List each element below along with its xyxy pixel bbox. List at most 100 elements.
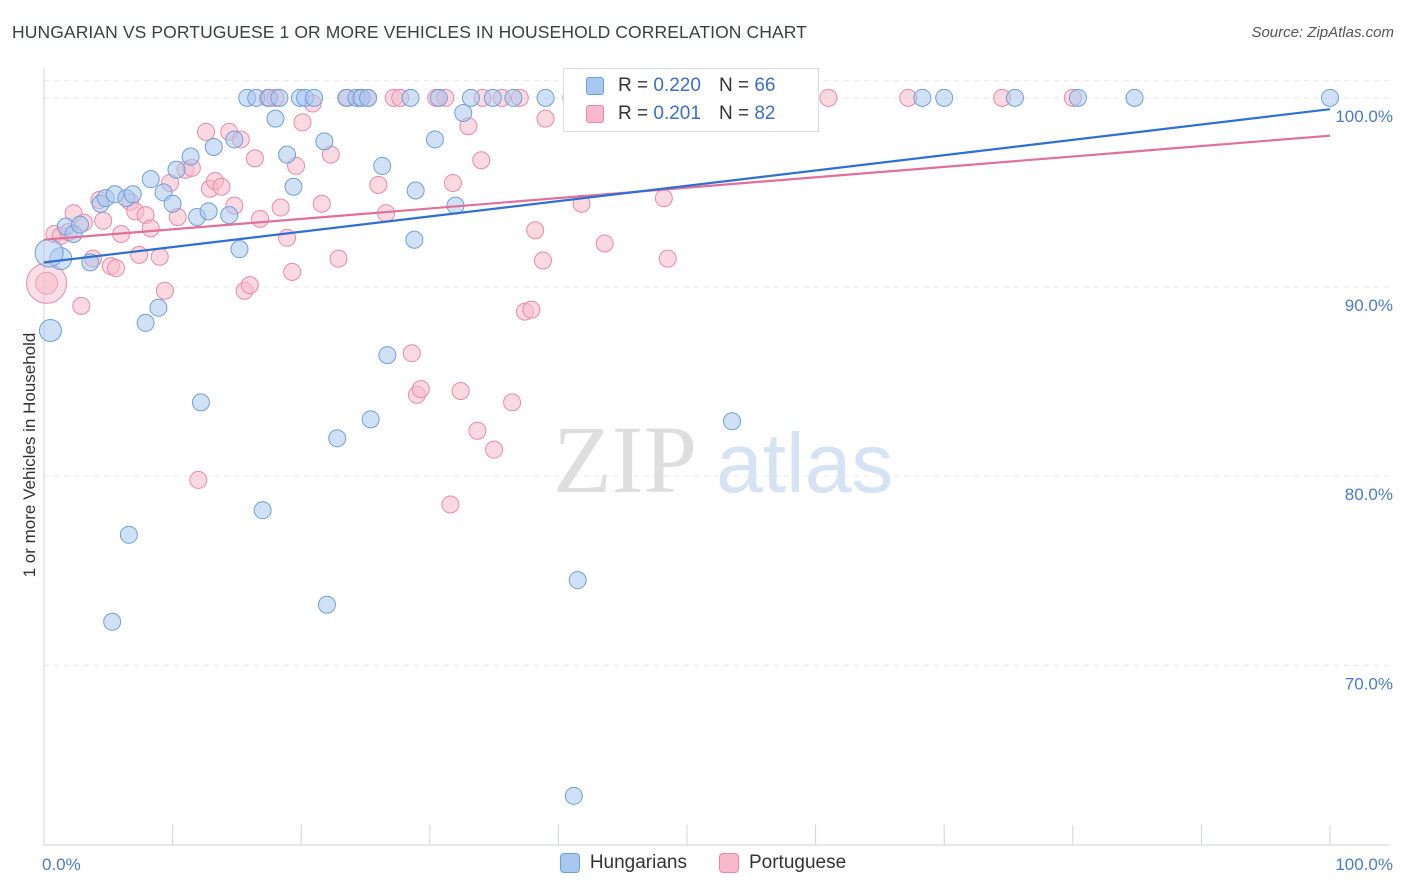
x-tick-label: 100.0% bbox=[1335, 855, 1393, 874]
portuguese-point bbox=[526, 221, 545, 240]
hungarian-point bbox=[315, 132, 334, 151]
watermark: ZIP atlas bbox=[553, 406, 893, 513]
portuguese-point bbox=[283, 262, 302, 281]
hungarian-point bbox=[1125, 88, 1144, 107]
n-label: N = bbox=[718, 103, 750, 124]
hungarian-point bbox=[405, 230, 424, 249]
hungarian-point bbox=[305, 88, 324, 107]
portuguese-swatch bbox=[586, 105, 604, 123]
portuguese-point bbox=[130, 245, 149, 264]
hungarian-point bbox=[454, 103, 473, 122]
hungarian-point bbox=[181, 147, 200, 166]
hungarian-point bbox=[401, 88, 420, 107]
hungarian-point bbox=[119, 525, 138, 544]
portuguese-legend-swatch bbox=[718, 853, 739, 873]
y-tick-label: 70.0% bbox=[1345, 674, 1393, 693]
portuguese-point bbox=[658, 249, 677, 268]
legend-row-portuguese: R = 0.201 N = 82 bbox=[586, 101, 775, 127]
portuguese-trend-line bbox=[43, 134, 1331, 241]
portuguese-point bbox=[402, 344, 421, 363]
hungarian-point bbox=[225, 130, 244, 149]
n-value: 66 bbox=[754, 75, 776, 96]
hungarian-point bbox=[191, 393, 210, 412]
r-value: 0.220 bbox=[653, 75, 701, 96]
axes bbox=[43, 68, 1390, 846]
tick-labels: 70.0% 80.0% 90.0% 100.0% 0.0% 100.0% bbox=[42, 107, 1393, 874]
hungarian-point bbox=[123, 185, 142, 204]
legend-item-hungarians[interactable]: Hungarians bbox=[559, 852, 687, 874]
legend-item-portuguese[interactable]: Portuguese bbox=[718, 852, 847, 874]
y-tick-label: 90.0% bbox=[1345, 296, 1393, 315]
hungarian-point bbox=[199, 202, 218, 221]
legend-label-hungarians: Hungarians bbox=[589, 852, 687, 873]
hungarian-point bbox=[38, 318, 62, 342]
source-label: Source: ZipAtlas.com bbox=[1251, 24, 1394, 41]
portuguese-point bbox=[197, 122, 216, 141]
portuguese-point bbox=[245, 149, 264, 168]
stats-legend: R = 0.220 N = 66 R = 0.201 N = 82 bbox=[563, 68, 819, 132]
portuguese-point bbox=[411, 380, 430, 399]
hungarian-point bbox=[723, 412, 742, 431]
gridlines bbox=[44, 80, 1390, 666]
hungarian-point bbox=[149, 298, 168, 317]
hungarian-point bbox=[1321, 88, 1339, 107]
trend-lines bbox=[43, 108, 1331, 264]
r-label: R = bbox=[618, 75, 649, 96]
hungarian-point bbox=[167, 160, 186, 179]
portuguese-point bbox=[533, 251, 552, 270]
legend-row-hungarians: R = 0.220 N = 66 bbox=[586, 73, 775, 99]
portuguese-point bbox=[369, 175, 388, 194]
hungarian-point bbox=[406, 181, 425, 200]
hungarian-point bbox=[270, 88, 289, 107]
portuguese-point bbox=[212, 177, 231, 196]
portuguese-point bbox=[472, 151, 491, 170]
hungarian-point bbox=[284, 177, 303, 196]
portuguese-point bbox=[189, 470, 208, 489]
portuguese-point bbox=[94, 211, 113, 230]
hungarian-point bbox=[253, 501, 272, 520]
portuguese-point bbox=[536, 109, 555, 128]
y-tick-label: 100.0% bbox=[1335, 107, 1393, 126]
y-tick-label: 80.0% bbox=[1345, 485, 1393, 504]
x-tick-label: 0.0% bbox=[42, 855, 81, 874]
series-legend: Hungarians Portuguese bbox=[0, 852, 1406, 874]
r-label: R = bbox=[618, 103, 649, 124]
hungarian-point bbox=[373, 156, 392, 175]
portuguese-point bbox=[654, 189, 673, 208]
r-value: 0.201 bbox=[653, 103, 701, 124]
portuguese-point bbox=[443, 173, 462, 192]
hungarian-point bbox=[1068, 88, 1087, 107]
portuguese-point bbox=[35, 271, 59, 295]
hungarian-point bbox=[163, 194, 182, 213]
portuguese-point bbox=[522, 300, 541, 319]
portuguese-point bbox=[329, 249, 348, 268]
hungarian-point bbox=[378, 346, 397, 365]
hungarian-point bbox=[429, 88, 448, 107]
portuguese-point bbox=[155, 281, 174, 300]
hungarian-point bbox=[141, 170, 160, 189]
portuguese-point bbox=[251, 209, 270, 228]
hungarian-point bbox=[136, 313, 155, 332]
hungarians-swatch bbox=[586, 77, 604, 95]
chart-title: HUNGARIAN VS PORTUGUESE 1 OR MORE VEHICL… bbox=[12, 22, 807, 42]
portuguese-point bbox=[819, 88, 838, 107]
hungarians-legend-swatch bbox=[559, 853, 580, 873]
hungarian-points bbox=[34, 88, 1339, 805]
hungarian-point bbox=[935, 88, 954, 107]
portuguese-point bbox=[271, 198, 290, 217]
portuguese-point bbox=[503, 393, 522, 412]
portuguese-point bbox=[485, 440, 504, 459]
n-label: N = bbox=[718, 75, 750, 96]
hungarian-point bbox=[204, 138, 223, 157]
hungarian-point bbox=[913, 88, 932, 107]
hungarian-point bbox=[1005, 88, 1024, 107]
legend-label-portuguese: Portuguese bbox=[748, 852, 847, 873]
portuguese-point bbox=[72, 296, 91, 315]
watermark-zip: ZIP bbox=[553, 406, 697, 513]
hungarian-point bbox=[103, 612, 122, 631]
portuguese-point bbox=[595, 234, 614, 253]
portuguese-point bbox=[141, 219, 160, 238]
hungarian-point bbox=[361, 410, 380, 429]
hungarian-point bbox=[328, 429, 347, 448]
